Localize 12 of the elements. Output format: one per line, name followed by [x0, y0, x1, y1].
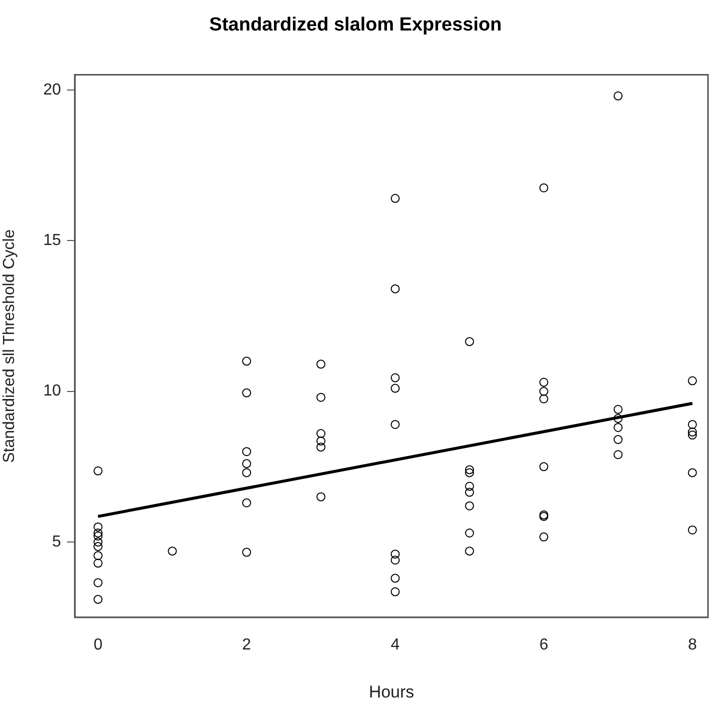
x-tick-label: 6 [539, 636, 548, 654]
y-axis-title: Standardized sll Threshold Cycle [1, 229, 18, 463]
x-axis-title: Hours [368, 682, 414, 702]
x-tick-label: 0 [94, 636, 103, 654]
y-tick-label: 5 [52, 533, 62, 550]
x-tick-label: 2 [242, 636, 252, 654]
chart-title: Standardized slalom Expression [209, 14, 502, 36]
y-tick-label: 10 [43, 382, 62, 400]
x-tick-label: 8 [688, 636, 697, 654]
x-tick-label: 4 [390, 636, 400, 654]
y-tick-label: 15 [43, 232, 62, 249]
y-tick-label: 20 [43, 81, 62, 98]
